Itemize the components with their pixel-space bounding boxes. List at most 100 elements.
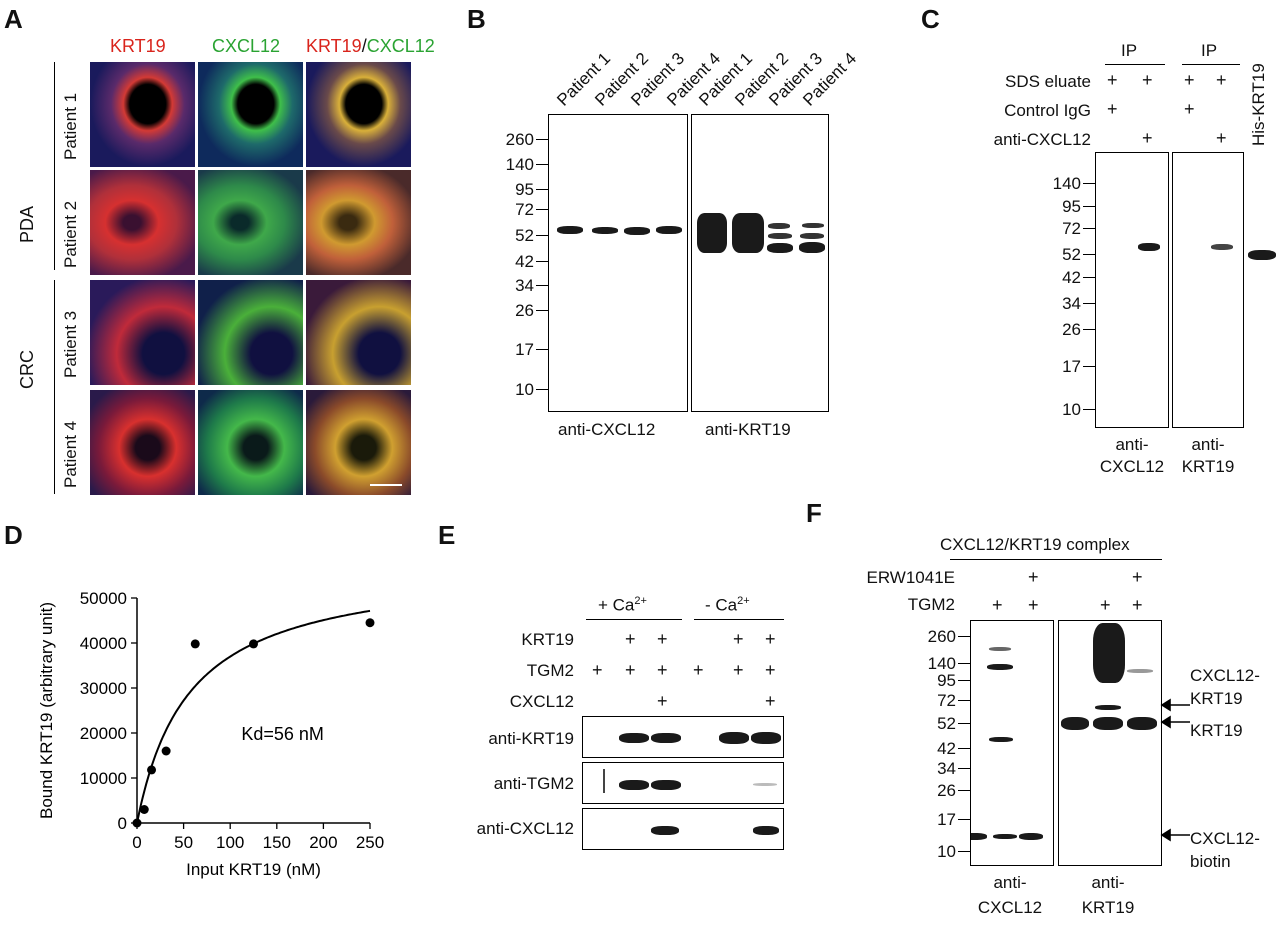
plus-sign: + [1028, 567, 1039, 587]
scale-bar [370, 484, 402, 486]
group-label-crc: CRC [17, 350, 37, 389]
blot-c-label-2a: anti- [1191, 435, 1225, 454]
f-marker-140: 140 [927, 654, 956, 673]
blot-c-label-2b: KRT19 [1181, 457, 1235, 476]
micrograph-cxcl12-patient-4 [198, 390, 303, 495]
y-tick-label: 40000 [80, 634, 127, 653]
row-label-patient-3: Patient 3 [61, 310, 80, 378]
x-tick-label: 100 [216, 833, 244, 852]
data-point [132, 818, 142, 828]
blot-c-label-1a: anti- [1115, 435, 1149, 454]
micrograph-cxcl12-patient-3 [198, 280, 303, 385]
f-marker-tick [958, 790, 970, 792]
group-bracket-pda [54, 62, 56, 270]
plus-sign: + [1132, 567, 1143, 587]
panel-label-b: B [467, 4, 486, 34]
c-marker-tick [1083, 329, 1095, 331]
x-tick-label: 250 [356, 833, 384, 852]
f-marker-tick [958, 680, 970, 682]
c-marker-tick [1083, 303, 1095, 305]
ip-line-1 [1105, 64, 1165, 66]
blot-b-label-1: anti-CXCL12 [558, 420, 656, 439]
b-marker-tick [536, 235, 548, 237]
row-label-control-igg: Control IgG [1004, 101, 1091, 120]
b-marker-260: 260 [505, 130, 534, 149]
blot-c-label-1b: CXCL12 [1099, 457, 1165, 476]
ip-label-1: IP [1121, 41, 1138, 60]
f-marker-26: 26 [937, 781, 956, 800]
b-marker-72: 72 [515, 200, 534, 219]
b-marker-52: 52 [515, 226, 534, 245]
arrow-label-cxcl12-krt19-2: KRT19 [1190, 689, 1243, 708]
c-marker-tick [1083, 254, 1095, 256]
f-marker-tick [958, 636, 970, 638]
data-point [249, 639, 258, 649]
c-marker-tick [1083, 228, 1095, 230]
plus-sign: + [765, 629, 776, 649]
row-label-krt19-e: KRT19 [521, 630, 574, 649]
row-label-patient-1: Patient 1 [61, 92, 80, 160]
blot-e-label-1: anti-KRT19 [488, 729, 574, 748]
b-marker-tick [536, 209, 548, 211]
blot-b-anti-krt19 [691, 114, 829, 412]
x-axis-label: Input KRT19 (nM) [186, 860, 321, 879]
micrograph-krt19-patient-3 [90, 280, 195, 385]
blot-c-anti-krt19 [1172, 152, 1244, 428]
f-marker-tick [958, 663, 970, 665]
b-marker-tick [536, 189, 548, 191]
panel-label-f: F [806, 498, 822, 528]
b-marker-tick [536, 310, 548, 312]
y-tick-label: 50000 [80, 589, 127, 608]
b-marker-140: 140 [505, 155, 534, 174]
f-marker-42: 42 [937, 739, 956, 758]
blot-e-anti-tgm2 [582, 762, 784, 804]
blot-f-anti-krt19 [1058, 620, 1162, 866]
data-point [365, 618, 375, 628]
blot-f-label-1a: anti- [993, 873, 1027, 892]
row-label-tgm2-f: TGM2 [907, 595, 955, 614]
plus-sign: + [592, 660, 603, 680]
y-tick-label: 10000 [80, 769, 127, 788]
b-marker-26: 26 [515, 301, 534, 320]
plus-sign: + [765, 660, 776, 680]
plus-sign: + [657, 660, 668, 680]
f-marker-tick [958, 819, 970, 821]
plus-sign: + [1132, 595, 1143, 615]
arrow-icon [1160, 828, 1171, 842]
blot-e-label-2: anti-TGM2 [493, 774, 574, 793]
arrow-label-cxcl12-biotin-1: CXCL12- [1190, 829, 1260, 848]
micrograph-merge-patient-3 [306, 280, 411, 385]
blot-f-label-1b: CXCL12 [977, 898, 1043, 917]
plus-sign: + [693, 660, 704, 680]
panel-label-c: C [921, 4, 940, 34]
y-axis-label: Bound KRT19 (arbitrary unit) [37, 602, 56, 819]
blot-b-label-2: anti-KRT19 [705, 420, 791, 439]
row-label-tgm2-e: TGM2 [526, 661, 574, 680]
blot-c-anti-cxcl12 [1095, 152, 1169, 428]
micrograph-cxcl12-patient-1 [198, 62, 303, 167]
binding-chart: 50000 40000 30000 20000 10000 00 50 100 150 200 25… [37, 589, 384, 879]
plus-sign: + [625, 629, 636, 649]
arrow-label-krt19: KRT19 [1190, 721, 1243, 740]
b-marker-tick [536, 349, 548, 351]
plus-sign: + [1216, 128, 1227, 148]
row-label-patient-2: Patient 2 [61, 200, 80, 268]
arrows-f [1160, 698, 1190, 842]
micrograph-krt19-patient-1 [90, 62, 195, 167]
f-marker-95: 95 [937, 671, 956, 690]
complex-label: CXCL12/KRT19 complex [940, 535, 1130, 554]
y-tick-label: 20000 [80, 724, 127, 743]
lane-label-his-krt19: His-KRT19 [1249, 63, 1268, 146]
f-marker-17: 17 [937, 810, 956, 829]
arrow-icon [1160, 698, 1171, 712]
b-marker-42: 42 [515, 252, 534, 271]
f-marker-tick [958, 700, 970, 702]
c-marker-10: 10 [1062, 400, 1081, 419]
f-marker-34: 34 [937, 759, 956, 778]
f-marker-tick [958, 851, 970, 853]
data-point [147, 765, 157, 775]
ip-label-2: IP [1201, 41, 1218, 60]
f-marker-260: 260 [927, 627, 956, 646]
plus-sign: + [733, 629, 744, 649]
c-marker-tick [1083, 409, 1095, 411]
